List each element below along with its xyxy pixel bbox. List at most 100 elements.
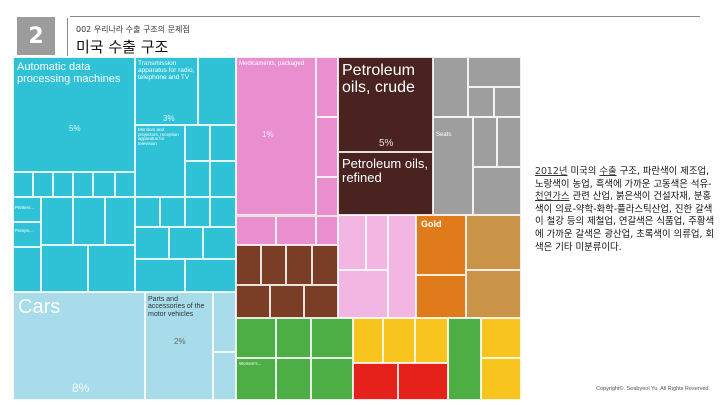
slide-title: 미국 수출 구조	[76, 38, 169, 56]
block-automatic-data-processing: Automatic data processing machines 5%	[13, 57, 135, 172]
block-gray-b3	[473, 167, 521, 215]
pct-petroleum-crude: 5%	[379, 138, 394, 149]
block-cyan-a2	[33, 172, 53, 197]
block-tan-a2	[466, 270, 521, 318]
block-red-a1	[353, 363, 398, 400]
export-treemap: Automatic data processing machines 5% Tr…	[13, 57, 521, 400]
block-pink-a2	[276, 215, 316, 245]
slide-number-badge: 2	[17, 17, 55, 55]
block-gray-a2	[468, 87, 494, 117]
block-printers: Printers...	[13, 197, 41, 222]
label-womens: Women's...	[239, 361, 262, 366]
block-cyan-b1	[198, 57, 236, 125]
title-divider	[67, 18, 68, 56]
label-cars: Cars	[18, 296, 61, 318]
copyright-notice: Copyright©. Seabyeol Yu. All Rights Rese…	[595, 386, 710, 392]
block-motor-parts: Parts and accessories of the motor vehic…	[145, 292, 213, 400]
pct-transmission-apparatus: 3%	[163, 114, 175, 123]
block-tan-a1	[466, 215, 521, 270]
block-green-a1	[236, 318, 276, 358]
block-green-a5	[311, 358, 353, 400]
block-cyan-c10	[210, 197, 236, 227]
block-brown-a4	[286, 245, 312, 285]
block-green-a4	[276, 358, 311, 400]
block-pink-a3	[316, 57, 338, 117]
block-brown-a6	[236, 285, 270, 318]
block-brown-a7	[270, 285, 304, 318]
block-cyan-c4	[105, 197, 135, 245]
block-gold: Gold	[416, 215, 466, 275]
block-red-a2	[398, 363, 448, 400]
block-pink-b1	[338, 215, 366, 270]
label-pumps: Pumps...	[15, 228, 33, 233]
block-cyan-a3	[53, 172, 73, 197]
block-yellow-b1	[481, 318, 521, 358]
pct-medicaments: 1%	[262, 130, 274, 139]
block-cyan-b5	[210, 161, 236, 197]
year-link[interactable]: 2012년	[535, 166, 568, 177]
block-transmission-apparatus: Transmission apparatus for radio, teleph…	[135, 57, 198, 125]
block-pink-b2	[366, 215, 388, 270]
block-gray-b2	[497, 117, 521, 167]
block-seats	[433, 57, 468, 117]
natural-gas-link[interactable]: 천연가스	[535, 191, 570, 203]
block-cyan-c11	[135, 227, 169, 259]
block-cars: Cars 8%	[13, 292, 145, 400]
header-rule	[70, 16, 700, 17]
block-brown-a1	[236, 215, 338, 217]
label-printers: Printers...	[15, 205, 35, 210]
block-brown-a8	[304, 285, 338, 318]
block-green-a2	[276, 318, 311, 358]
desc-text-3: 관련 산업, 붉은색이 건설자재, 분홍색이 의료-약학-화학-플라스틱산업, …	[535, 191, 715, 253]
block-cyan-b3	[210, 125, 236, 161]
label-transmission-apparatus: Transmission apparatus for radio, teleph…	[138, 60, 195, 81]
block-cyan-c8	[160, 197, 185, 227]
label-petroleum-crude: Petroleum oils, crude	[342, 62, 415, 96]
block-green-b1	[448, 318, 481, 400]
block-orange-a1	[416, 275, 466, 318]
block-cyan-c1	[13, 247, 41, 292]
block-yellow-b2	[481, 358, 521, 400]
block-cyan-c6	[88, 245, 135, 292]
block-pumps: Pumps...	[13, 222, 41, 247]
label-seats: Seats	[436, 132, 452, 138]
block-lightblue-a1	[213, 292, 236, 352]
block-cyan-c5	[41, 245, 88, 292]
desc-text-1: 미국의	[567, 166, 600, 177]
block-medicaments: Medicaments, packaged 1%	[236, 57, 316, 215]
export-structure-description: 2012년 미국의 수출 구조, 파란색이 제조업, 노랑색이 농업, 흑색에 …	[535, 166, 715, 254]
block-cyan-b2	[185, 125, 210, 161]
block-brown-a5	[312, 245, 338, 285]
block-cyan-c9	[185, 197, 210, 227]
block-pink-a5	[316, 177, 338, 245]
block-cyan-c13	[203, 227, 236, 259]
desc-text-2: 구조, 파란색이 제조업, 노랑색이 농업, 흑색에 가까운 고동색은 석유-	[535, 166, 712, 190]
block-yellow-a1	[353, 318, 383, 363]
label-gold: Gold	[421, 219, 442, 229]
block-cyan-a5	[93, 172, 115, 197]
block-womens: Women's...	[236, 358, 276, 400]
block-monitors: Monitors and projectors, reception appar…	[135, 125, 185, 197]
block-pink-b3	[338, 270, 388, 318]
block-cyan-c7	[135, 197, 160, 227]
block-cyan-c14	[135, 259, 185, 292]
block-cyan-b4	[185, 161, 210, 197]
block-brown-a3	[261, 245, 286, 285]
block-yellow-a3	[415, 318, 448, 363]
block-pink-a1	[236, 215, 276, 245]
block-cyan-a1	[13, 172, 33, 197]
block-gray-b1	[473, 117, 497, 167]
label-medicaments: Medicaments, packaged	[239, 61, 305, 67]
block-gray-a1	[468, 57, 521, 87]
block-cyan-c3	[73, 197, 105, 245]
block-pink-a4	[316, 117, 338, 177]
pct-cars: 8%	[72, 381, 90, 395]
block-lightblue-a2	[213, 352, 236, 400]
block-cyan-c12	[169, 227, 203, 259]
block-brown-a2	[236, 245, 261, 285]
export-link[interactable]: 수출	[599, 166, 617, 177]
block-cyan-c2	[41, 197, 73, 245]
block-cyan-a4	[73, 172, 93, 197]
block-cyan-a6	[115, 172, 135, 197]
block-gray-a3	[494, 87, 521, 117]
